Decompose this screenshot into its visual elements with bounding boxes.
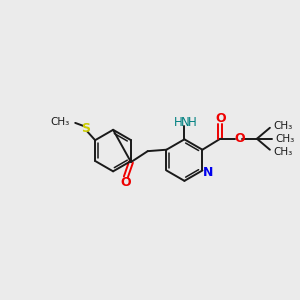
Text: N: N: [181, 116, 189, 129]
Text: O: O: [120, 176, 130, 189]
Text: CH₃: CH₃: [274, 121, 293, 131]
Text: S: S: [81, 122, 90, 135]
Text: O: O: [215, 112, 226, 125]
Text: N: N: [202, 166, 213, 179]
Text: O: O: [235, 132, 245, 145]
Text: CH₃: CH₃: [276, 134, 295, 144]
Text: H: H: [188, 116, 196, 129]
Text: H: H: [174, 116, 182, 129]
Text: CH₃: CH₃: [51, 117, 70, 127]
Text: CH₃: CH₃: [274, 147, 293, 157]
